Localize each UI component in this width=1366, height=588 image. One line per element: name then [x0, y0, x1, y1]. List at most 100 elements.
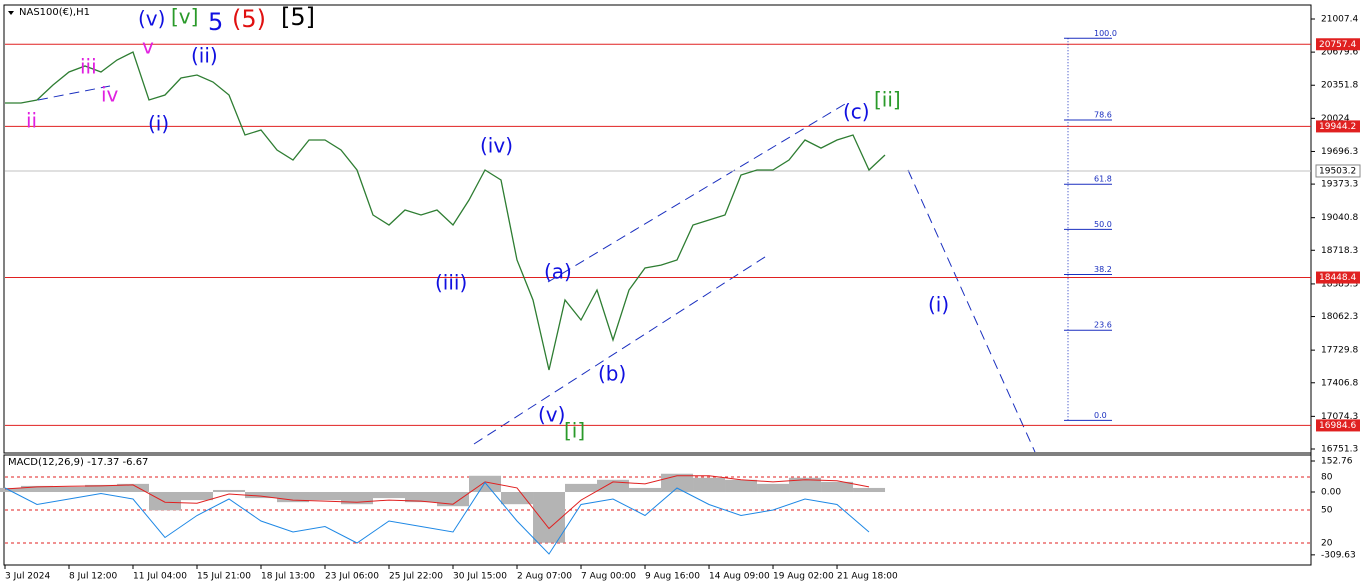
macd-bar [789, 477, 822, 493]
wave-label: ii [26, 109, 37, 133]
wave-label: (iv) [480, 134, 513, 158]
y-tick-label: -309.63 [1321, 550, 1356, 560]
macd-title: MACD(12,26,9) -17.37 -6.67 [8, 457, 148, 468]
macd-bar [53, 486, 86, 493]
x-tick-label: 19 Aug 02:00 [773, 572, 834, 582]
wave-label: (i) [928, 293, 949, 317]
wave-label: [v] [171, 5, 198, 29]
channel-upper [547, 100, 851, 283]
wave-label: (b) [598, 362, 626, 386]
macd-bar [501, 492, 534, 505]
fib-label: 23.6 [1094, 321, 1112, 330]
wave-label: v [142, 35, 154, 59]
level-box [1316, 419, 1360, 432]
channel-lower [473, 254, 769, 445]
level-label: 18448.4 [1319, 273, 1356, 283]
x-tick-label: 3 Jul 2024 [5, 572, 50, 582]
macd-bar [277, 492, 310, 503]
wave-label: (ii) [191, 44, 218, 68]
level-box [1316, 271, 1360, 284]
fib-label: 38.2 [1094, 265, 1112, 274]
wave-label: 5 [208, 8, 223, 36]
wave-label: (v) [138, 7, 165, 31]
y-tick-label: 21007.4 [1321, 15, 1358, 25]
macd-bar [309, 492, 342, 501]
current-price-box [1315, 164, 1361, 178]
wave-label: [i] [564, 419, 585, 443]
macd-bar [533, 492, 566, 543]
fib-label: 61.8 [1094, 175, 1112, 184]
wave-label: (iii) [435, 271, 467, 295]
wave-label: iv [101, 83, 119, 107]
macd-bar [117, 483, 150, 493]
wave-label: (a) [544, 260, 572, 284]
level-label: 20757.4 [1319, 40, 1356, 50]
projection-line [907, 169, 1036, 453]
indicator-line [4, 475, 870, 530]
macd-bar [21, 485, 54, 493]
macd-bar [85, 484, 118, 493]
macd-bar [245, 492, 278, 499]
wedge-line [37, 85, 111, 101]
macd-bar [821, 481, 854, 493]
macd-bar [437, 492, 470, 507]
macd-bar [0, 487, 22, 493]
x-tick-label: 9 Aug 16:00 [645, 572, 700, 582]
macd-bar [565, 483, 598, 493]
x-tick-label: 15 Jul 21:00 [197, 572, 251, 582]
x-tick-label: 2 Aug 07:00 [517, 572, 572, 582]
wave-label: (c) [843, 100, 870, 124]
macd-bar [149, 492, 182, 511]
x-tick-label: 25 Jul 22:00 [389, 572, 443, 582]
y2-tick-label: 80 [1321, 473, 1333, 483]
y-tick-label: 20679.6 [1321, 48, 1358, 58]
trend-lines [37, 85, 1036, 453]
x-tick-label: 11 Jul 04:00 [133, 572, 187, 582]
level-box [1316, 38, 1360, 51]
macd-bar [213, 489, 246, 493]
wave-label: (5) [232, 5, 266, 33]
y-tick-label: 152.76 [1321, 456, 1353, 466]
macd-bar [853, 487, 886, 493]
y2-tick-label: 20 [1321, 539, 1333, 549]
fib-label: 0.0 [1094, 411, 1107, 420]
wave-label: iii [80, 55, 97, 79]
y-tick-label: 19040.8 [1321, 213, 1358, 223]
x-tick-label: 8 Jul 12:00 [69, 572, 118, 582]
macd-bar [181, 492, 214, 501]
x-tick-label: 21 Aug 18:00 [837, 572, 898, 582]
y-tick-label: 19373.3 [1321, 180, 1358, 190]
wave-label: [ii] [874, 88, 901, 112]
macd-bar [725, 479, 758, 493]
y-tick-label: 20351.8 [1321, 81, 1358, 91]
fib-label: 100.0 [1094, 29, 1117, 38]
macd-bar [757, 483, 790, 493]
chart-title: NAS100(€),H1 [19, 7, 90, 18]
y2-tick-label: 50 [1321, 506, 1333, 516]
macd-bar [629, 487, 662, 493]
y-tick-label: 18385.3 [1321, 279, 1358, 289]
y-tick-label: 17074.3 [1321, 412, 1358, 422]
y-tick-label: 0.00 [1321, 488, 1341, 498]
x-tick-label: 23 Jul 06:00 [325, 572, 379, 582]
macd-bar [405, 492, 438, 503]
menu-arrow [8, 11, 14, 15]
macd-bar [341, 492, 374, 505]
wave-label: (i) [148, 112, 169, 136]
current-price-label: 19503.2 [1319, 166, 1356, 176]
y-tick-label: 18718.3 [1321, 246, 1358, 256]
macd-bar [373, 492, 406, 499]
macd-bar [693, 477, 726, 493]
y-tick-label: 17406.8 [1321, 378, 1358, 388]
y-tick-label: 20024 [1321, 114, 1350, 124]
y-tick-label: 18062.3 [1321, 312, 1358, 322]
level-label: 16984.6 [1319, 421, 1356, 431]
wave-label: [5] [281, 3, 315, 31]
level-box [1316, 120, 1360, 133]
level-label: 19944.2 [1319, 122, 1356, 132]
x-tick-label: 30 Jul 15:00 [453, 572, 507, 582]
y-tick-label: 16751.3 [1321, 444, 1358, 454]
macd-bar [661, 473, 694, 493]
y-tick-label: 19696.3 [1321, 147, 1358, 157]
